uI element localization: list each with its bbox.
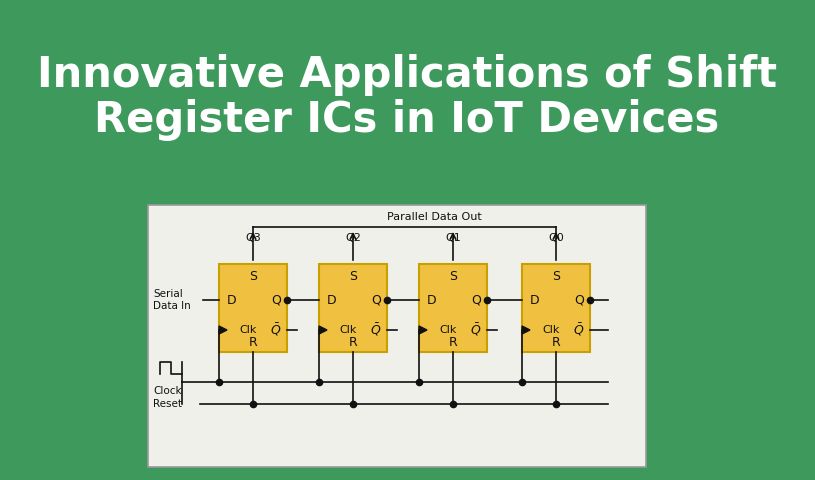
Text: S: S bbox=[249, 269, 257, 283]
Text: Q: Q bbox=[271, 293, 281, 307]
Text: Q: Q bbox=[574, 293, 584, 307]
Text: R: R bbox=[349, 336, 357, 349]
Text: D: D bbox=[227, 293, 237, 307]
Text: R: R bbox=[552, 336, 561, 349]
Text: Clk: Clk bbox=[542, 325, 559, 335]
Text: Clk: Clk bbox=[239, 325, 257, 335]
Text: Reset: Reset bbox=[153, 399, 182, 409]
Bar bbox=[219, 264, 287, 352]
Text: Serial
Data In: Serial Data In bbox=[153, 289, 191, 311]
Text: D: D bbox=[427, 293, 437, 307]
Text: Register ICs in IoT Devices: Register ICs in IoT Devices bbox=[95, 99, 720, 141]
Text: $\bar{Q}$: $\bar{Q}$ bbox=[370, 322, 381, 338]
Text: Q: Q bbox=[471, 293, 481, 307]
Text: Q0: Q0 bbox=[548, 233, 564, 243]
Polygon shape bbox=[522, 326, 530, 334]
Text: Innovative Applications of Shift: Innovative Applications of Shift bbox=[37, 54, 777, 96]
Polygon shape bbox=[319, 326, 327, 334]
Bar bbox=[522, 264, 590, 352]
Text: R: R bbox=[448, 336, 457, 349]
Bar bbox=[319, 264, 387, 352]
Text: Parallel Data Out: Parallel Data Out bbox=[387, 212, 482, 222]
Text: D: D bbox=[531, 293, 540, 307]
Text: $\bar{Q}$: $\bar{Q}$ bbox=[470, 322, 482, 338]
Text: Q: Q bbox=[371, 293, 381, 307]
Text: Q3: Q3 bbox=[245, 233, 261, 243]
Text: D: D bbox=[327, 293, 337, 307]
Bar bbox=[148, 205, 646, 467]
Bar bbox=[419, 264, 487, 352]
Polygon shape bbox=[219, 326, 227, 334]
Text: S: S bbox=[552, 269, 560, 283]
Text: Q1: Q1 bbox=[445, 233, 460, 243]
Text: S: S bbox=[449, 269, 457, 283]
Polygon shape bbox=[419, 326, 427, 334]
Text: Clock: Clock bbox=[153, 386, 182, 396]
Text: S: S bbox=[349, 269, 357, 283]
Text: Q2: Q2 bbox=[345, 233, 361, 243]
Text: $\bar{Q}$: $\bar{Q}$ bbox=[271, 322, 282, 338]
Text: $\bar{Q}$: $\bar{Q}$ bbox=[573, 322, 584, 338]
Text: R: R bbox=[249, 336, 258, 349]
Text: Clk: Clk bbox=[339, 325, 356, 335]
Text: Clk: Clk bbox=[439, 325, 456, 335]
